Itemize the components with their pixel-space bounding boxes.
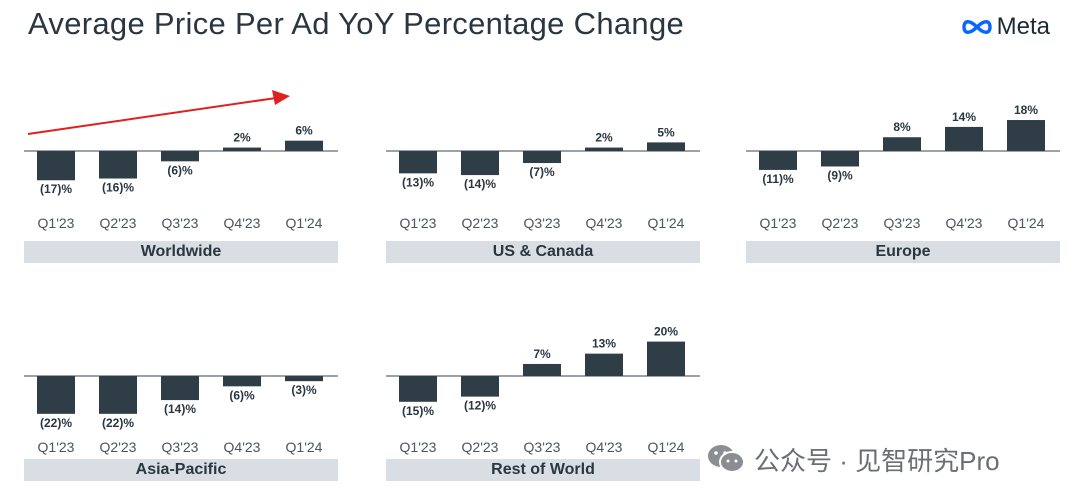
- bar-us-canada-3: [523, 151, 561, 164]
- data-label-asia-pacific-1: (22)%: [40, 416, 72, 430]
- data-label-worldwide-2: (16)%: [102, 181, 134, 195]
- bar-rest-of-world-3: [523, 363, 561, 376]
- data-label-rest-of-world-1: (15)%: [402, 404, 434, 418]
- bar-asia-pacific-2: [99, 376, 137, 414]
- chart-worldwide: (17)% Q1'23 (16)% Q2'23 (6)% Q3'23 2% Q4'23 6% Q1…: [24, 60, 338, 265]
- data-label-europe-2: (9)%: [827, 168, 853, 182]
- data-label-asia-pacific-2: (22)%: [102, 416, 134, 430]
- tick-label-us-canada-4: Q4'23: [586, 215, 623, 231]
- data-label-europe-4: 14%: [952, 110, 976, 124]
- chart-europe-plot: (11)% Q1'23 (9)% Q2'23 8% Q3'23 14% Q4'23 18% Q1'…: [746, 103, 1060, 231]
- tick-label-asia-pacific-4: Q4'23: [224, 439, 261, 455]
- tick-label-asia-pacific-3: Q3'23: [162, 439, 199, 455]
- data-label-rest-of-world-2: (12)%: [464, 399, 496, 413]
- chart-title-worldwide: Worldwide: [24, 241, 338, 263]
- tick-label-asia-pacific-5: Q1'24: [286, 439, 323, 455]
- bar-rest-of-world-2: [461, 376, 499, 397]
- bar-worldwide-2: [99, 151, 137, 179]
- data-label-asia-pacific-4: (6)%: [229, 388, 255, 402]
- bar-asia-pacific-4: [223, 376, 261, 387]
- tick-label-worldwide-5: Q1'24: [286, 215, 323, 231]
- tick-label-asia-pacific-2: Q2'23: [100, 439, 137, 455]
- bar-europe-1: [759, 151, 797, 170]
- tick-label-rest-of-world-3: Q3'23: [524, 439, 561, 455]
- bar-asia-pacific-3: [161, 376, 199, 401]
- tick-label-worldwide-4: Q4'23: [224, 215, 261, 231]
- tick-label-us-canada-5: Q1'24: [648, 215, 685, 231]
- chart-title-us-canada: US & Canada: [386, 241, 700, 263]
- tick-label-rest-of-world-2: Q2'23: [462, 439, 499, 455]
- chart-title-rest-of-world: Rest of World: [386, 459, 700, 481]
- tick-label-rest-of-world-1: Q1'23: [400, 439, 437, 455]
- data-label-rest-of-world-3: 7%: [533, 347, 551, 361]
- meta-infinity-icon: [961, 20, 992, 34]
- tick-label-worldwide-2: Q2'23: [100, 215, 137, 231]
- bar-rest-of-world-4: [585, 353, 623, 376]
- data-label-asia-pacific-3: (14)%: [164, 402, 196, 416]
- data-label-europe-3: 8%: [893, 120, 911, 134]
- bar-europe-3: [883, 137, 921, 151]
- tick-label-europe-4: Q4'23: [946, 215, 983, 231]
- data-label-us-canada-4: 2%: [595, 131, 613, 145]
- data-label-worldwide-3: (6)%: [167, 163, 193, 177]
- data-label-worldwide-5: 6%: [295, 124, 313, 138]
- data-label-asia-pacific-5: (3)%: [291, 383, 317, 397]
- chart-us-canada-plot: (13)% Q1'23 (14)% Q2'23 (7)% Q3'23 2% Q4'23 5% Q1…: [386, 125, 700, 231]
- data-label-europe-1: (11)%: [762, 172, 794, 186]
- page-title: Average Price Per Ad YoY Percentage Chan…: [28, 6, 685, 41]
- data-label-us-canada-2: (14)%: [464, 177, 496, 191]
- chart-us-canada: (13)% Q1'23 (14)% Q2'23 (7)% Q3'23 2% Q4'23 5% Q1…: [386, 60, 700, 265]
- bar-us-canada-1: [399, 151, 437, 174]
- watermark: 公众号 · 见智研究Pro: [706, 441, 1000, 477]
- upward-trend-arrow: [27, 90, 290, 135]
- bar-us-canada-5: [647, 142, 685, 151]
- bar-us-canada-2: [461, 151, 499, 176]
- bar-rest-of-world-1: [399, 376, 437, 402]
- bar-worldwide-3: [161, 151, 199, 162]
- tick-label-rest-of-world-4: Q4'23: [586, 439, 623, 455]
- bar-asia-pacific-1: [37, 376, 75, 414]
- data-label-worldwide-1: (17)%: [40, 182, 72, 196]
- tick-label-us-canada-1: Q1'23: [400, 215, 437, 231]
- bar-europe-5: [1007, 120, 1045, 151]
- tick-label-europe-1: Q1'23: [760, 215, 797, 231]
- tick-label-europe-2: Q2'23: [822, 215, 859, 231]
- chart-worldwide-plot: (17)% Q1'23 (16)% Q2'23 (6)% Q3'23 2% Q4'23 6% Q1…: [24, 90, 338, 231]
- tick-label-us-canada-3: Q3'23: [524, 215, 561, 231]
- tick-label-rest-of-world-5: Q1'24: [648, 439, 685, 455]
- chart-rest-of-world-plot: (15)% Q1'23 (12)% Q2'23 7% Q3'23 13% Q4'23 20% Q1…: [386, 325, 700, 455]
- meta-logo-text: Meta: [996, 13, 1050, 40]
- chart-title-asia-pacific: Asia-Pacific: [24, 459, 338, 481]
- bar-us-canada-4: [585, 147, 623, 151]
- chart-title-europe: Europe: [746, 241, 1060, 263]
- bar-rest-of-world-5: [647, 341, 685, 376]
- bar-europe-4: [945, 126, 983, 151]
- bar-europe-2: [821, 151, 859, 167]
- chart-asia-pacific: (22)% Q1'23 (22)% Q2'23 (14)% Q3'23 (6)% Q4'23 (…: [24, 284, 338, 489]
- tick-label-us-canada-2: Q2'23: [462, 215, 499, 231]
- data-label-worldwide-4: 2%: [233, 131, 251, 145]
- bar-asia-pacific-5: [285, 376, 323, 382]
- data-label-rest-of-world-4: 13%: [592, 337, 616, 351]
- chart-asia-pacific-plot: (22)% Q1'23 (22)% Q2'23 (14)% Q3'23 (6)% Q4'23 (…: [24, 375, 338, 455]
- wechat-icon: [708, 445, 745, 473]
- bar-worldwide-5: [285, 140, 323, 151]
- data-label-us-canada-1: (13)%: [402, 175, 434, 189]
- meta-logo: Meta: [960, 12, 1050, 42]
- data-label-us-canada-5: 5%: [657, 125, 675, 139]
- tick-label-worldwide-1: Q1'23: [38, 215, 75, 231]
- tick-label-europe-3: Q3'23: [884, 215, 921, 231]
- tick-label-asia-pacific-1: Q1'23: [38, 439, 75, 455]
- data-label-rest-of-world-5: 20%: [654, 325, 678, 339]
- data-label-us-canada-3: (7)%: [529, 165, 555, 179]
- chart-europe: (11)% Q1'23 (9)% Q2'23 8% Q3'23 14% Q4'23 18% Q1'…: [746, 60, 1060, 265]
- tick-label-worldwide-3: Q3'23: [162, 215, 199, 231]
- chart-rest-of-world: (15)% Q1'23 (12)% Q2'23 7% Q3'23 13% Q4'23 20% Q1…: [386, 284, 700, 489]
- bar-worldwide-4: [223, 147, 261, 151]
- tick-label-europe-5: Q1'24: [1008, 215, 1045, 231]
- bar-worldwide-1: [37, 151, 75, 181]
- watermark-text: 公众号 · 见智研究Pro: [754, 445, 1000, 476]
- data-label-europe-5: 18%: [1014, 103, 1038, 117]
